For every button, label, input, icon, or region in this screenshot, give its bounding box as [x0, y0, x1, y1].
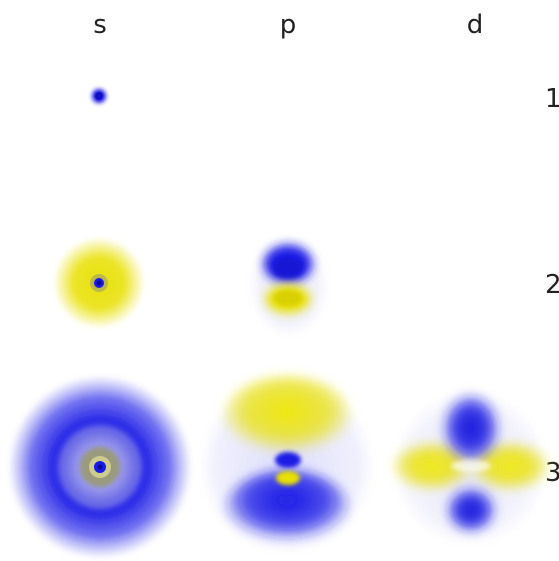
orbital-3p — [199, 375, 375, 554]
column-label-p: p — [280, 10, 297, 40]
orbital-1s — [92, 89, 106, 103]
orbital-2s — [53, 237, 145, 329]
row-label-1: 1 — [545, 84, 559, 114]
column-label-s: s — [93, 10, 107, 40]
orbital-3d — [390, 390, 552, 546]
row-label-2: 2 — [545, 270, 559, 300]
orbital-3s — [8, 375, 192, 559]
orbital-2p — [255, 242, 323, 330]
column-label-d: d — [467, 10, 484, 40]
